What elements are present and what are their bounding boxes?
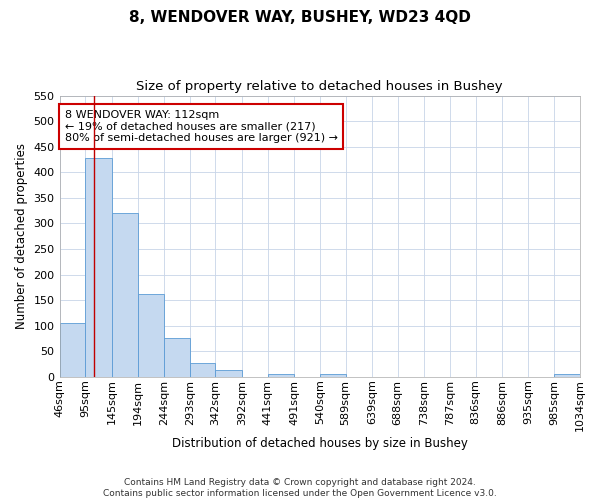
Text: 8, WENDOVER WAY, BUSHEY, WD23 4QD: 8, WENDOVER WAY, BUSHEY, WD23 4QD <box>129 10 471 25</box>
Y-axis label: Number of detached properties: Number of detached properties <box>15 143 28 329</box>
Text: Contains HM Land Registry data © Crown copyright and database right 2024.
Contai: Contains HM Land Registry data © Crown c… <box>103 478 497 498</box>
Text: 8 WENDOVER WAY: 112sqm
← 19% of detached houses are smaller (217)
80% of semi-de: 8 WENDOVER WAY: 112sqm ← 19% of detached… <box>65 110 338 143</box>
Bar <box>85 158 112 377</box>
Bar <box>59 323 85 377</box>
Bar <box>190 363 215 377</box>
Title: Size of property relative to detached houses in Bushey: Size of property relative to detached ho… <box>136 80 503 93</box>
Bar <box>112 212 137 377</box>
Bar <box>320 374 346 377</box>
X-axis label: Distribution of detached houses by size in Bushey: Distribution of detached houses by size … <box>172 437 468 450</box>
Bar <box>554 374 580 377</box>
Bar <box>164 338 190 377</box>
Bar <box>215 370 242 377</box>
Bar <box>137 294 164 377</box>
Bar <box>268 374 294 377</box>
